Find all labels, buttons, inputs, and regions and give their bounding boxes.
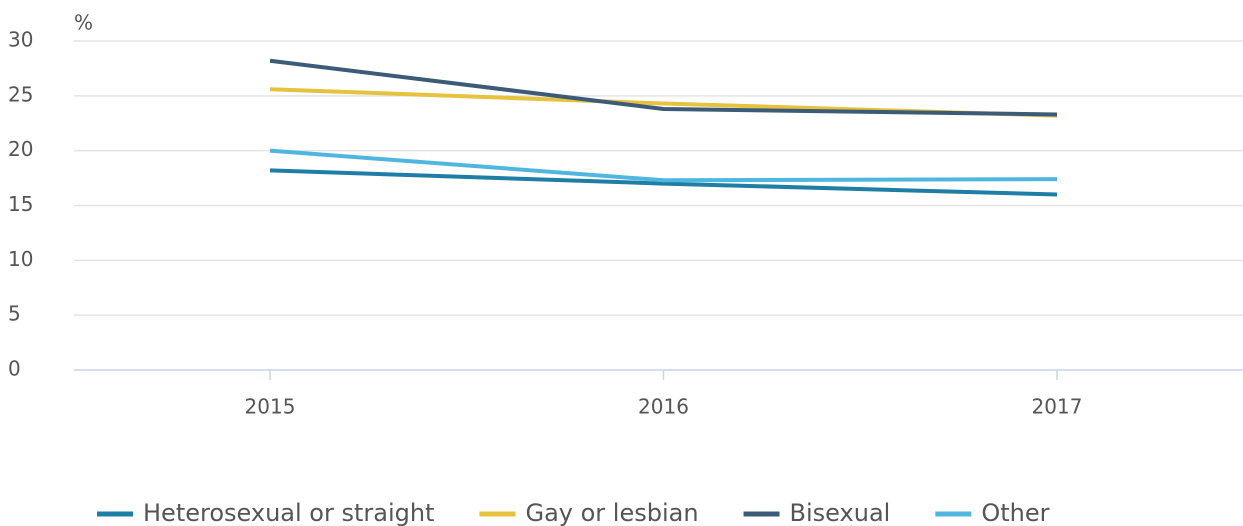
- y-tick-label: 25: [8, 82, 33, 106]
- y-tick-label: 5: [8, 302, 21, 326]
- series-line: [269, 168, 1058, 197]
- series-line: [269, 148, 1058, 183]
- x-tick-label: 2017: [1032, 395, 1083, 419]
- y-tick-label: 15: [8, 192, 33, 216]
- x-tick-label: 2016: [638, 395, 689, 419]
- y-tick-label: 0: [8, 357, 21, 381]
- y-axis-label: %: [74, 11, 93, 35]
- y-tick-label: 10: [8, 247, 33, 271]
- legend-label: Bisexual: [790, 499, 891, 526]
- y-tick-label: 30: [8, 28, 33, 52]
- y-tick-label: 20: [8, 137, 33, 161]
- x-tick-label: 2015: [245, 395, 296, 419]
- series-line: [269, 58, 1058, 117]
- legend-label: Gay or lesbian: [525, 499, 698, 526]
- legend-label: Heterosexual or straight: [143, 499, 434, 526]
- legend-label: Other: [981, 499, 1049, 526]
